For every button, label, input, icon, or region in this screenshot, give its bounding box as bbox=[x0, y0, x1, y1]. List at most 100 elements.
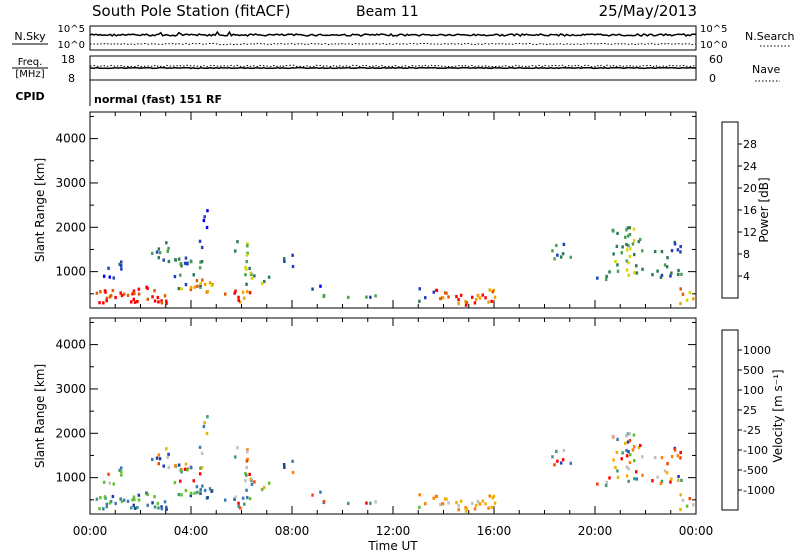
velocity-cell bbox=[108, 501, 112, 505]
velocity-cell bbox=[119, 497, 122, 501]
velocity-cell bbox=[670, 455, 674, 459]
power-cell bbox=[180, 287, 183, 291]
velocity-colorbar-label: 500 bbox=[743, 364, 764, 377]
power-cell bbox=[105, 296, 109, 300]
velocity-cell bbox=[146, 492, 149, 497]
power-cell bbox=[137, 287, 141, 291]
velocity-cell bbox=[180, 470, 183, 474]
velocity-cell bbox=[136, 506, 139, 510]
velocity-cell bbox=[198, 472, 202, 476]
velocity-cell bbox=[347, 501, 350, 505]
power-cell bbox=[464, 300, 467, 304]
velocity-cell bbox=[628, 439, 632, 443]
power-cell bbox=[660, 273, 664, 277]
velocity-cell bbox=[184, 462, 188, 466]
velocity-axes: 1000 2000 3000 4000 bbox=[55, 318, 697, 514]
velocity-cell bbox=[153, 505, 157, 509]
power-cell bbox=[633, 239, 636, 243]
velocity-cell bbox=[681, 498, 685, 502]
power-ytick-label: 2000 bbox=[55, 220, 86, 234]
power-cell bbox=[474, 297, 478, 302]
power-cell bbox=[180, 264, 183, 268]
power-cell bbox=[105, 299, 108, 303]
power-cell bbox=[193, 285, 196, 289]
velocity-cell bbox=[199, 491, 202, 495]
velocity-cell bbox=[246, 450, 249, 454]
velocity-cell bbox=[627, 450, 630, 454]
velocity-cell bbox=[234, 455, 237, 459]
velocity-cell bbox=[620, 457, 623, 461]
velocity-cell bbox=[250, 482, 254, 486]
power-cell bbox=[183, 261, 187, 265]
power-colorbar-label: 16 bbox=[743, 204, 757, 217]
power-cell bbox=[626, 226, 630, 230]
velocity-cell bbox=[464, 506, 467, 510]
power-cell bbox=[556, 253, 559, 257]
power-cell bbox=[685, 298, 689, 302]
velocity-cell bbox=[659, 481, 663, 485]
velocity-cell bbox=[157, 453, 161, 457]
power-cell bbox=[639, 237, 642, 242]
power-cell bbox=[653, 250, 657, 254]
velocity-cell bbox=[632, 433, 636, 437]
power-cell bbox=[624, 235, 627, 239]
velocity-cell bbox=[239, 506, 242, 510]
velocity-cell bbox=[132, 495, 136, 499]
velocity-cell bbox=[445, 497, 448, 501]
power-cell bbox=[656, 269, 659, 273]
velocity-cell bbox=[201, 484, 204, 488]
power-cell bbox=[443, 291, 447, 295]
x-tick-label: 16:00 bbox=[477, 524, 512, 538]
power-cell bbox=[179, 273, 182, 277]
power-cell bbox=[457, 302, 460, 306]
velocity-cell bbox=[680, 478, 683, 482]
power-cell bbox=[651, 273, 654, 277]
velocity-cell bbox=[146, 503, 149, 507]
velocity-cell bbox=[639, 443, 642, 448]
velocity-cell bbox=[663, 469, 667, 473]
power-cell bbox=[629, 247, 632, 251]
power-cell bbox=[551, 249, 554, 253]
power-cell bbox=[244, 273, 247, 277]
velocity-cell bbox=[443, 497, 447, 501]
power-cell bbox=[157, 256, 160, 260]
velocity-cell bbox=[666, 462, 669, 466]
nave-tick-bottom: 0 bbox=[709, 72, 716, 85]
velocity-cell bbox=[474, 503, 478, 508]
x-axis: 00:00 04:00 08:00 12:00 16:00 20:00 00:00 bbox=[73, 524, 714, 538]
velocity-cell bbox=[679, 451, 682, 455]
power-cell bbox=[663, 263, 667, 267]
power-cell bbox=[666, 256, 669, 260]
velocity-cell bbox=[673, 448, 677, 452]
velocity-cell bbox=[133, 497, 136, 502]
velocity-cell bbox=[153, 495, 156, 499]
power-cell bbox=[635, 271, 639, 275]
velocity-cell bbox=[112, 482, 115, 486]
velocity-cell bbox=[432, 496, 435, 500]
velocity-cell bbox=[163, 500, 167, 504]
velocity-cell bbox=[155, 456, 159, 460]
velocity-cell bbox=[180, 493, 183, 497]
power-cell bbox=[108, 295, 112, 299]
velocity-heatmap-cells bbox=[95, 415, 695, 513]
power-colorbar-label: 4 bbox=[743, 270, 750, 283]
velocity-cell bbox=[555, 449, 558, 454]
power-cell bbox=[237, 298, 240, 303]
power-cell bbox=[611, 228, 614, 232]
power-cell bbox=[616, 269, 620, 273]
power-cell bbox=[131, 292, 134, 296]
power-cell bbox=[627, 261, 630, 265]
velocity-cell bbox=[234, 495, 237, 499]
power-cell bbox=[596, 276, 599, 280]
power-cell bbox=[155, 250, 159, 254]
velocity-colorbar-label: Velocity [m s⁻¹] bbox=[771, 369, 785, 462]
power-cell bbox=[166, 249, 169, 253]
velocity-colorbar-label: -500 bbox=[743, 464, 768, 477]
power-cell bbox=[246, 289, 249, 294]
velocity-cell bbox=[625, 454, 629, 458]
velocity-cell bbox=[120, 466, 123, 470]
power-colorbar-label: 28 bbox=[743, 138, 757, 151]
power-cell bbox=[291, 264, 295, 269]
power-cell bbox=[625, 268, 629, 272]
power-cell bbox=[243, 296, 246, 300]
